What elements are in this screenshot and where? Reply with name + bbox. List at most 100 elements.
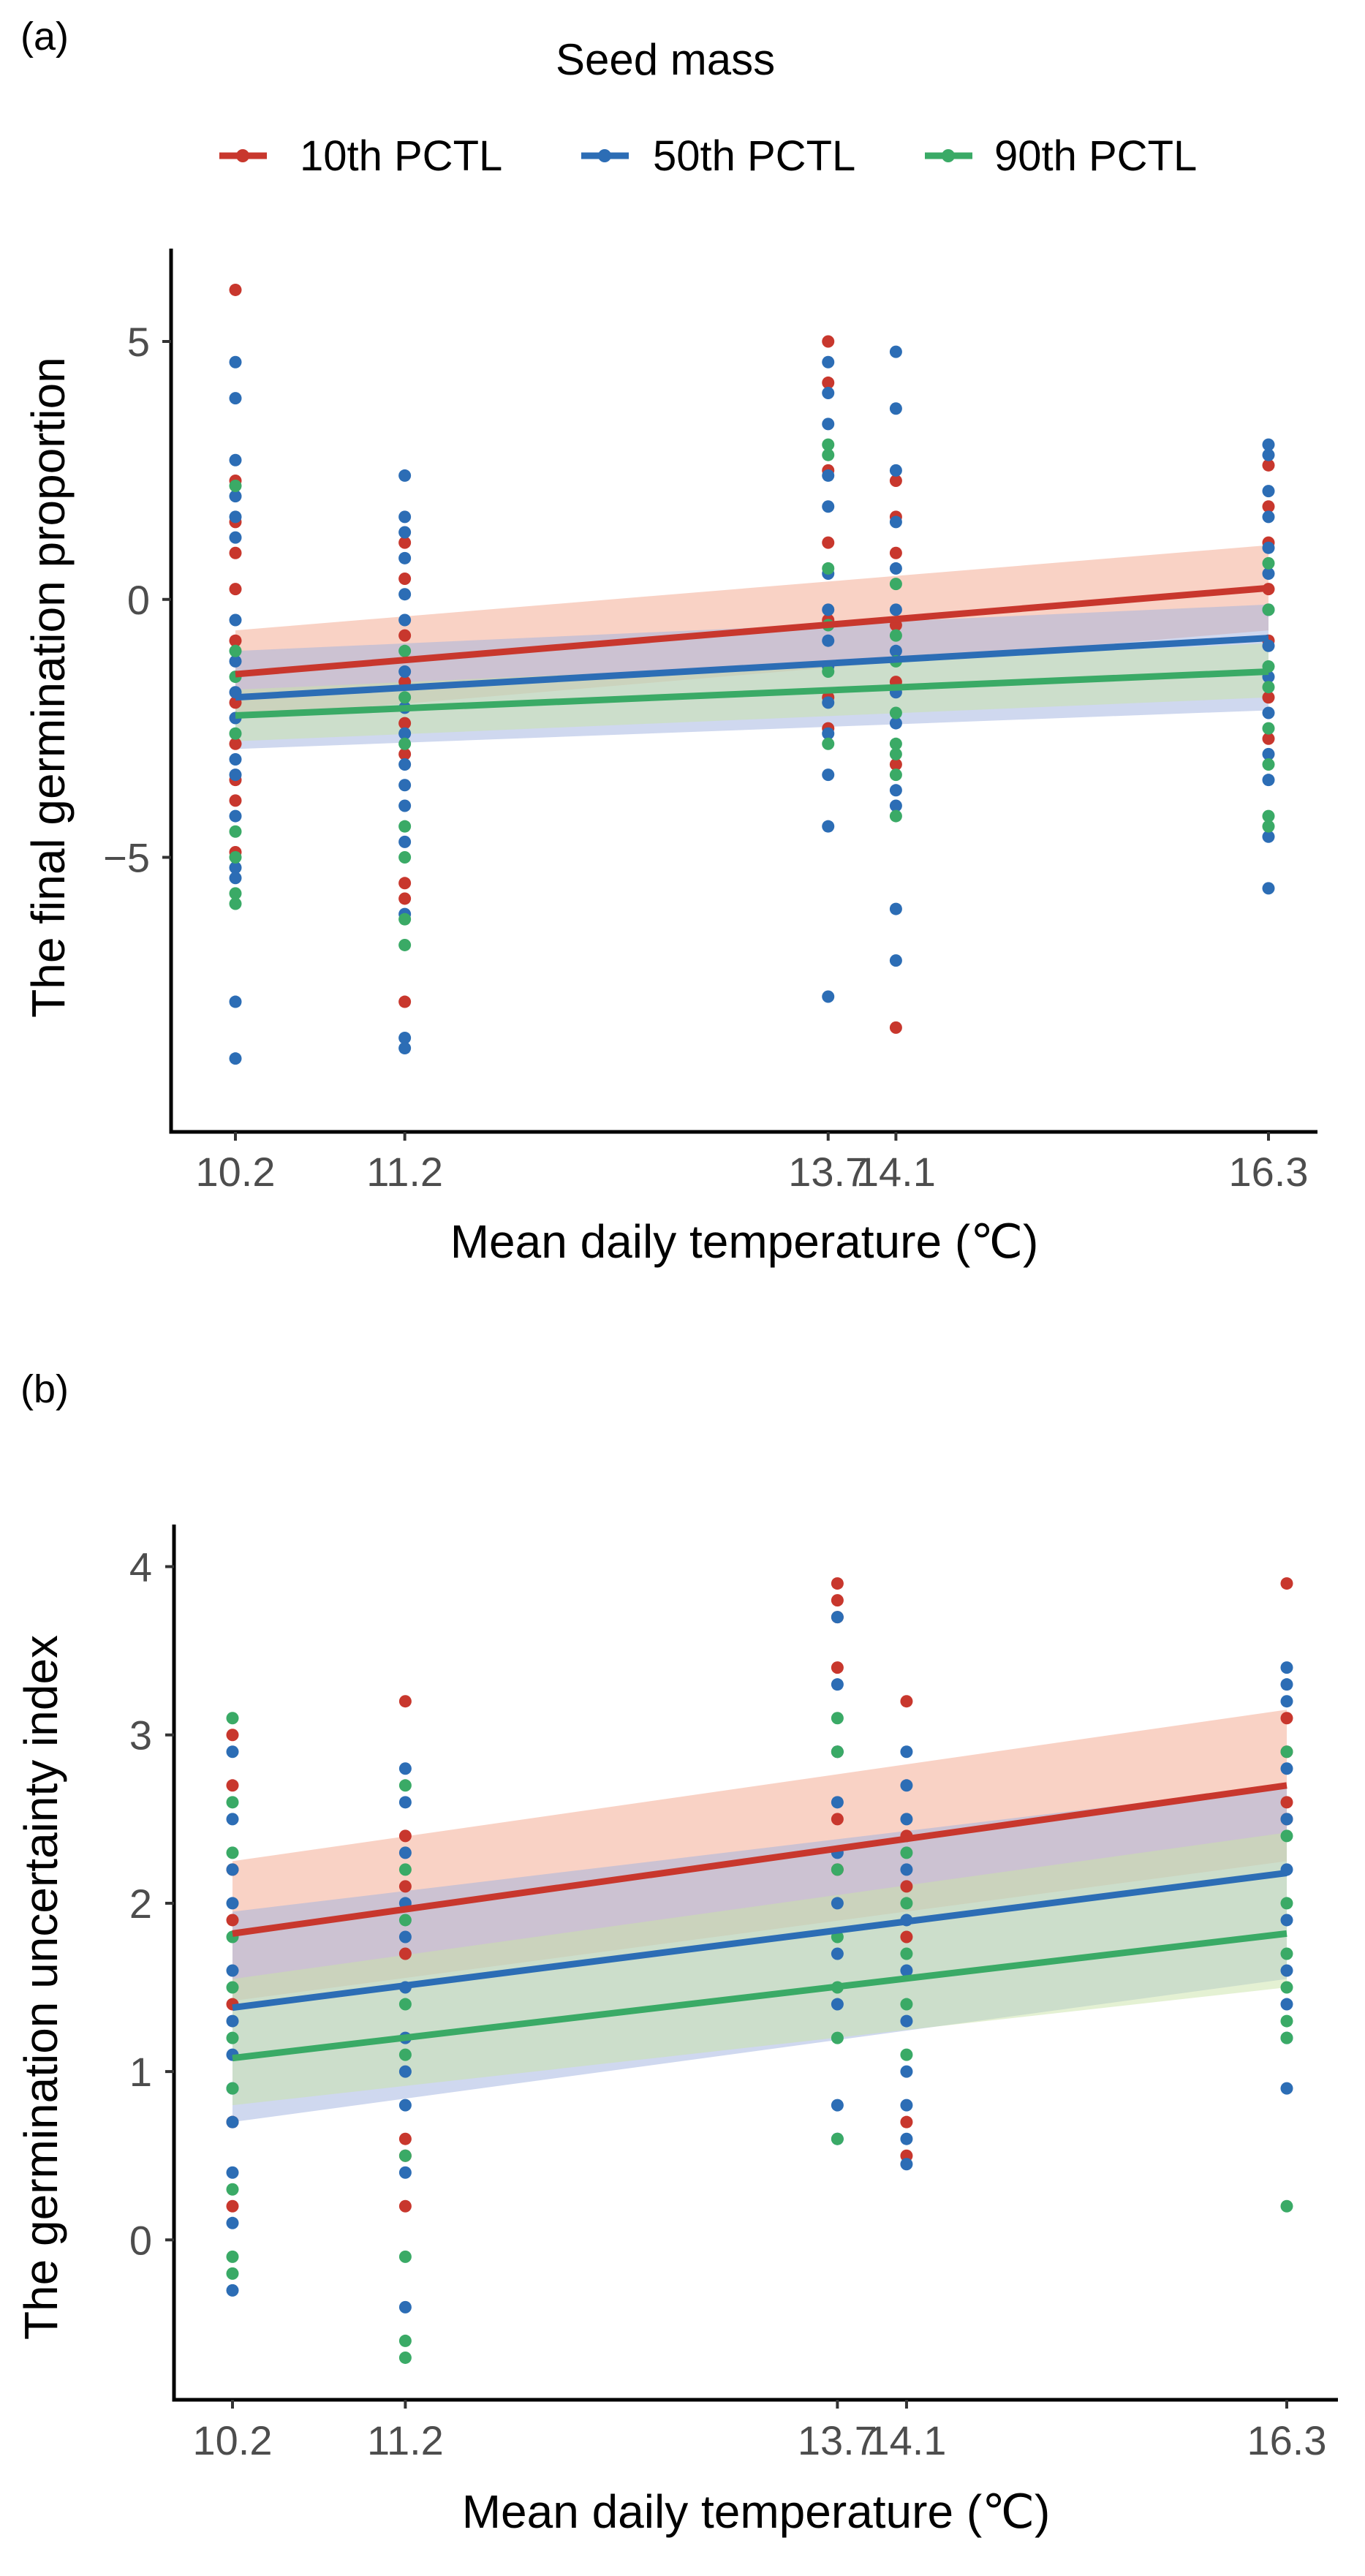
data-point-50th xyxy=(1262,567,1275,580)
data-point-50th xyxy=(1280,1914,1293,1927)
data-point-90th xyxy=(398,2250,412,2263)
y-tick-label: 4 xyxy=(129,1544,152,1590)
data-point-50th xyxy=(229,490,242,503)
data-point-50th xyxy=(889,717,902,730)
x-tick-label: 10.2 xyxy=(193,2417,273,2463)
data-point-50th xyxy=(1262,706,1275,719)
data-point-90th xyxy=(1280,2199,1293,2213)
y-tick-label: 0 xyxy=(129,2217,152,2263)
legend-label: 90th PCTL xyxy=(994,132,1197,180)
data-point-90th xyxy=(229,644,242,657)
data-point-50th xyxy=(226,1863,239,1876)
data-point-90th xyxy=(398,851,412,864)
data-point-10th xyxy=(900,1880,913,1893)
data-point-90th xyxy=(822,438,835,451)
data-point-10th xyxy=(1280,1577,1293,1590)
data-point-50th xyxy=(398,779,412,792)
data-point-50th xyxy=(889,402,902,415)
data-point-10th xyxy=(398,892,412,905)
confidence-ribbon-90th xyxy=(232,1832,1287,2106)
data-point-90th xyxy=(889,706,902,719)
data-point-50th xyxy=(1280,2082,1293,2095)
data-point-90th xyxy=(398,1914,412,1927)
x-axis-title: Mean daily temperature (℃) xyxy=(450,1215,1039,1268)
data-point-90th xyxy=(822,665,835,679)
points xyxy=(229,283,1275,1065)
data-point-50th xyxy=(1262,541,1275,554)
data-point-90th xyxy=(226,2267,239,2280)
data-point-50th xyxy=(889,784,902,797)
fit-line-90th xyxy=(235,668,1269,719)
data-point-50th xyxy=(889,954,902,967)
data-point-90th xyxy=(889,768,902,782)
data-point-50th xyxy=(822,500,835,513)
data-point-50th xyxy=(900,1779,913,1792)
data-point-90th xyxy=(226,1796,239,1809)
legend-label: 10th PCTL xyxy=(300,132,502,180)
data-point-50th xyxy=(229,613,242,627)
data-point-90th xyxy=(831,1863,844,1876)
data-point-10th xyxy=(900,1930,913,1944)
data-point-90th xyxy=(1262,603,1275,616)
y-tick-label: 3 xyxy=(129,1712,152,1759)
data-point-90th xyxy=(226,1846,239,1859)
data-point-90th xyxy=(226,1981,239,1994)
data-point-50th xyxy=(889,562,902,575)
data-point-50th xyxy=(226,1745,239,1759)
panel-label: (b) xyxy=(20,1367,69,1411)
data-point-10th xyxy=(398,717,412,730)
data-point-50th xyxy=(398,835,412,848)
x-tick-label: 11.2 xyxy=(366,1149,443,1195)
data-point-50th xyxy=(1262,510,1275,524)
data-point-50th xyxy=(398,2065,412,2078)
data-point-90th xyxy=(1280,1745,1293,1759)
data-point-90th xyxy=(900,1846,913,1859)
data-point-50th xyxy=(1280,1695,1293,1708)
data-point-50th xyxy=(226,1813,239,1826)
data-point-50th xyxy=(889,464,902,477)
data-point-10th xyxy=(229,737,242,750)
axis-frame xyxy=(172,1525,1338,2402)
x-axis-title: Mean daily temperature (℃) xyxy=(462,2485,1051,2538)
data-point-50th xyxy=(398,1796,412,1809)
data-point-50th xyxy=(822,990,835,1003)
data-point-90th xyxy=(1280,1981,1293,1994)
data-point-50th xyxy=(831,1897,844,1910)
x-tick-label: 16.3 xyxy=(1229,1149,1309,1195)
data-point-90th xyxy=(1262,809,1275,823)
data-point-50th xyxy=(1280,1998,1293,2011)
data-point-90th xyxy=(831,2031,844,2044)
data-point-50th xyxy=(398,1031,412,1044)
data-point-90th xyxy=(822,448,835,461)
data-point-50th xyxy=(900,1863,913,1876)
data-point-50th xyxy=(398,510,412,524)
data-point-90th xyxy=(1262,820,1275,833)
data-point-90th xyxy=(1280,1829,1293,1843)
data-point-10th xyxy=(1262,691,1275,704)
data-point-50th xyxy=(226,1897,239,1910)
data-point-50th xyxy=(229,1052,242,1065)
legend-item-50th: 50th PCTL xyxy=(581,132,855,180)
data-point-50th xyxy=(226,1964,239,1977)
ribbons xyxy=(232,1710,1287,2123)
data-point-10th xyxy=(831,1813,844,1826)
data-point-10th xyxy=(229,634,242,647)
y-axis-title: The final germination proportion xyxy=(22,357,75,1018)
data-point-50th xyxy=(900,2158,913,2171)
data-point-90th xyxy=(226,2082,239,2095)
data-point-10th xyxy=(398,1829,412,1843)
data-point-10th xyxy=(822,376,835,389)
data-point-90th xyxy=(889,629,902,642)
data-point-90th xyxy=(822,737,835,750)
fit-line-10th xyxy=(232,1782,1288,1937)
data-point-10th xyxy=(822,335,835,348)
data-point-50th xyxy=(1262,830,1275,843)
data-point-90th xyxy=(822,562,835,575)
data-point-90th xyxy=(229,897,242,910)
data-point-90th xyxy=(398,1779,412,1792)
data-point-50th xyxy=(1262,882,1275,895)
legend-item-10th: 10th PCTL xyxy=(219,132,502,180)
data-point-10th xyxy=(831,1577,844,1590)
panel-a: (a) 10.2 11.2 13.714.1 16.3 −5 0 5 Mean daily … xyxy=(20,15,1317,1268)
data-point-50th xyxy=(822,820,835,833)
